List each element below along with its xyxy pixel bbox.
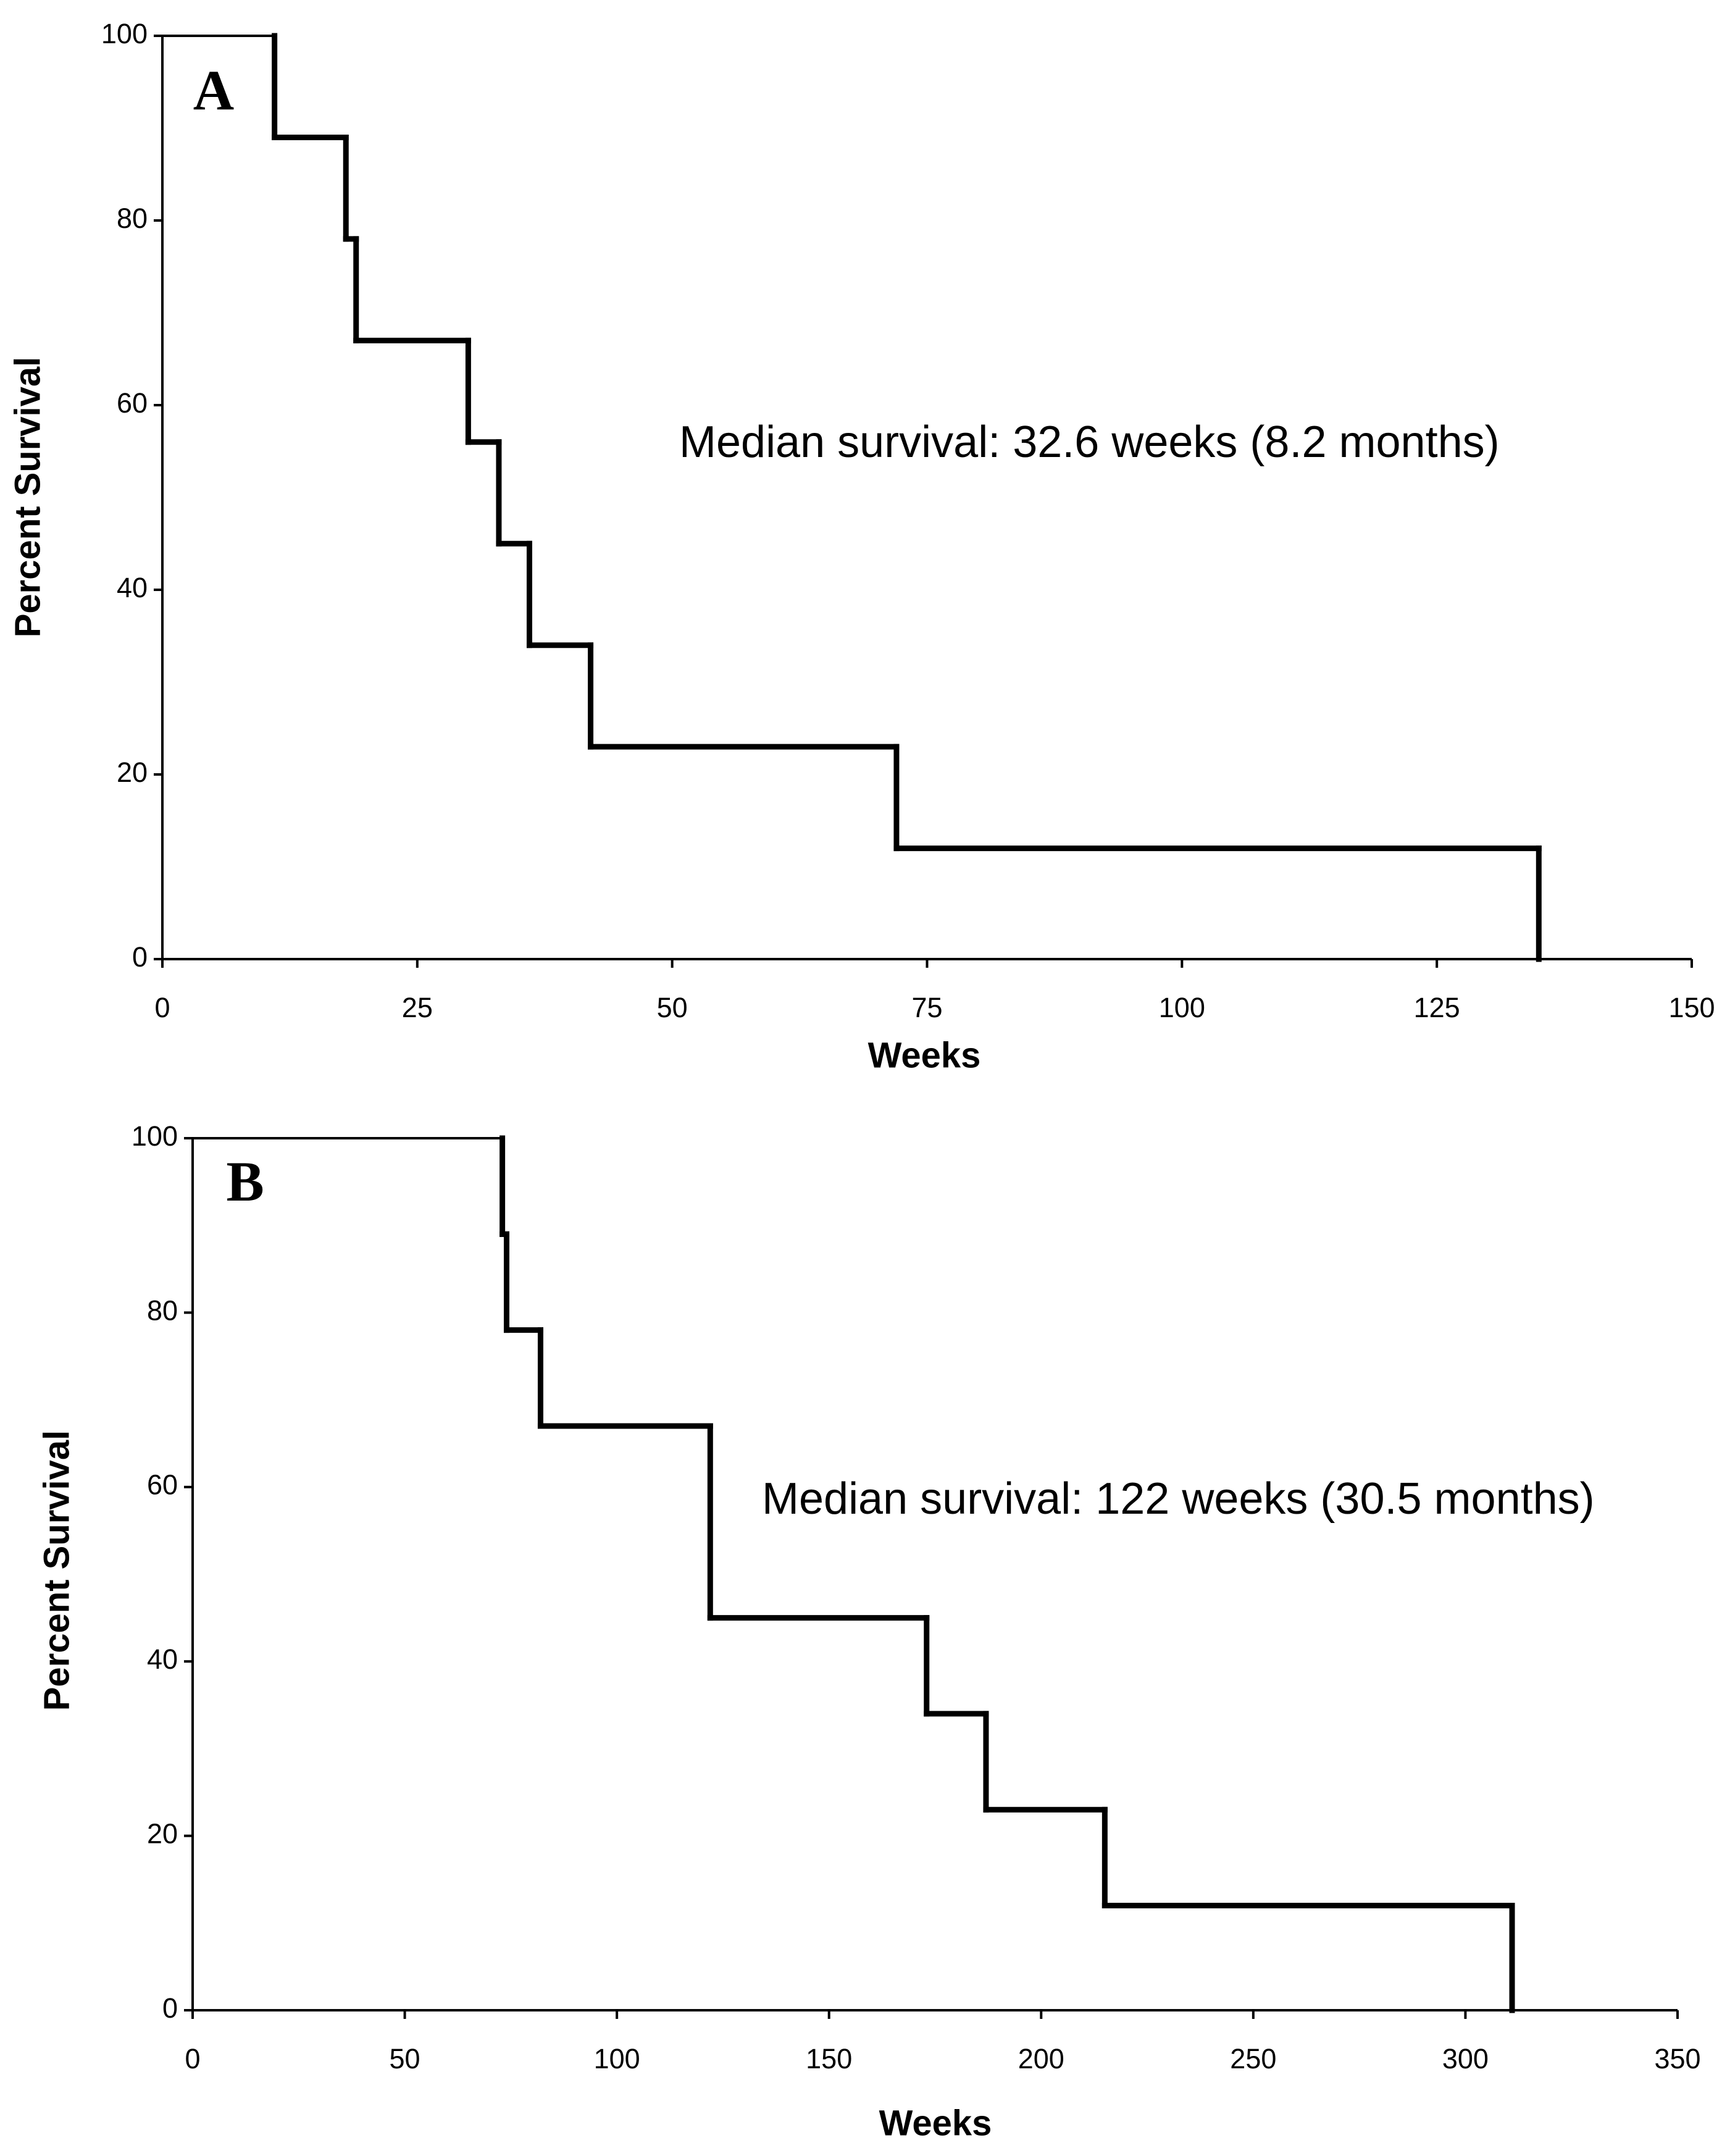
y-tick-label: 40 xyxy=(117,572,148,603)
x-tick-label: 50 xyxy=(657,992,688,1023)
panel-label: A xyxy=(193,59,234,122)
y-tick-label: 80 xyxy=(147,1294,178,1326)
panel-label: B xyxy=(226,1150,264,1213)
annotation: Median survival: 122 weeks (30.5 months) xyxy=(762,1474,1595,1524)
y-tick-label: 100 xyxy=(132,1120,178,1152)
y-tick-label: 20 xyxy=(147,1818,178,1849)
y-tick-label: 40 xyxy=(147,1643,178,1675)
x-tick-label: 200 xyxy=(1018,2043,1064,2074)
x-tick-label: 125 xyxy=(1414,992,1460,1023)
x-tick-label: 100 xyxy=(594,2043,640,2074)
x-axis-title: Weeks xyxy=(879,2103,992,2143)
y-axis-title: Percent Survival xyxy=(36,1430,77,1711)
y-tick-label: 0 xyxy=(162,1992,178,2024)
y-tick-label: 60 xyxy=(117,387,148,419)
y-tick-label: 100 xyxy=(101,18,148,49)
x-tick-label: 25 xyxy=(402,992,433,1023)
y-tick-label: 60 xyxy=(147,1469,178,1501)
x-tick-label: 350 xyxy=(1654,2043,1700,2074)
x-axis-title: Weeks xyxy=(868,1035,981,1075)
annotation: Median survival: 32.6 weeks (8.2 months) xyxy=(679,417,1500,467)
x-tick-label: 50 xyxy=(390,2043,420,2074)
y-tick-label: 80 xyxy=(117,203,148,234)
y-tick-label: 20 xyxy=(117,757,148,788)
x-tick-label: 0 xyxy=(154,992,170,1023)
y-tick-label: 0 xyxy=(132,941,148,973)
x-tick-label: 0 xyxy=(185,2043,200,2074)
x-tick-label: 150 xyxy=(1668,992,1715,1023)
x-tick-label: 250 xyxy=(1230,2043,1276,2074)
y-axis-title: Percent Survival xyxy=(7,357,48,638)
x-tick-label: 300 xyxy=(1442,2043,1489,2074)
x-tick-label: 150 xyxy=(806,2043,852,2074)
x-tick-label: 75 xyxy=(911,992,942,1023)
x-tick-label: 100 xyxy=(1159,992,1205,1023)
